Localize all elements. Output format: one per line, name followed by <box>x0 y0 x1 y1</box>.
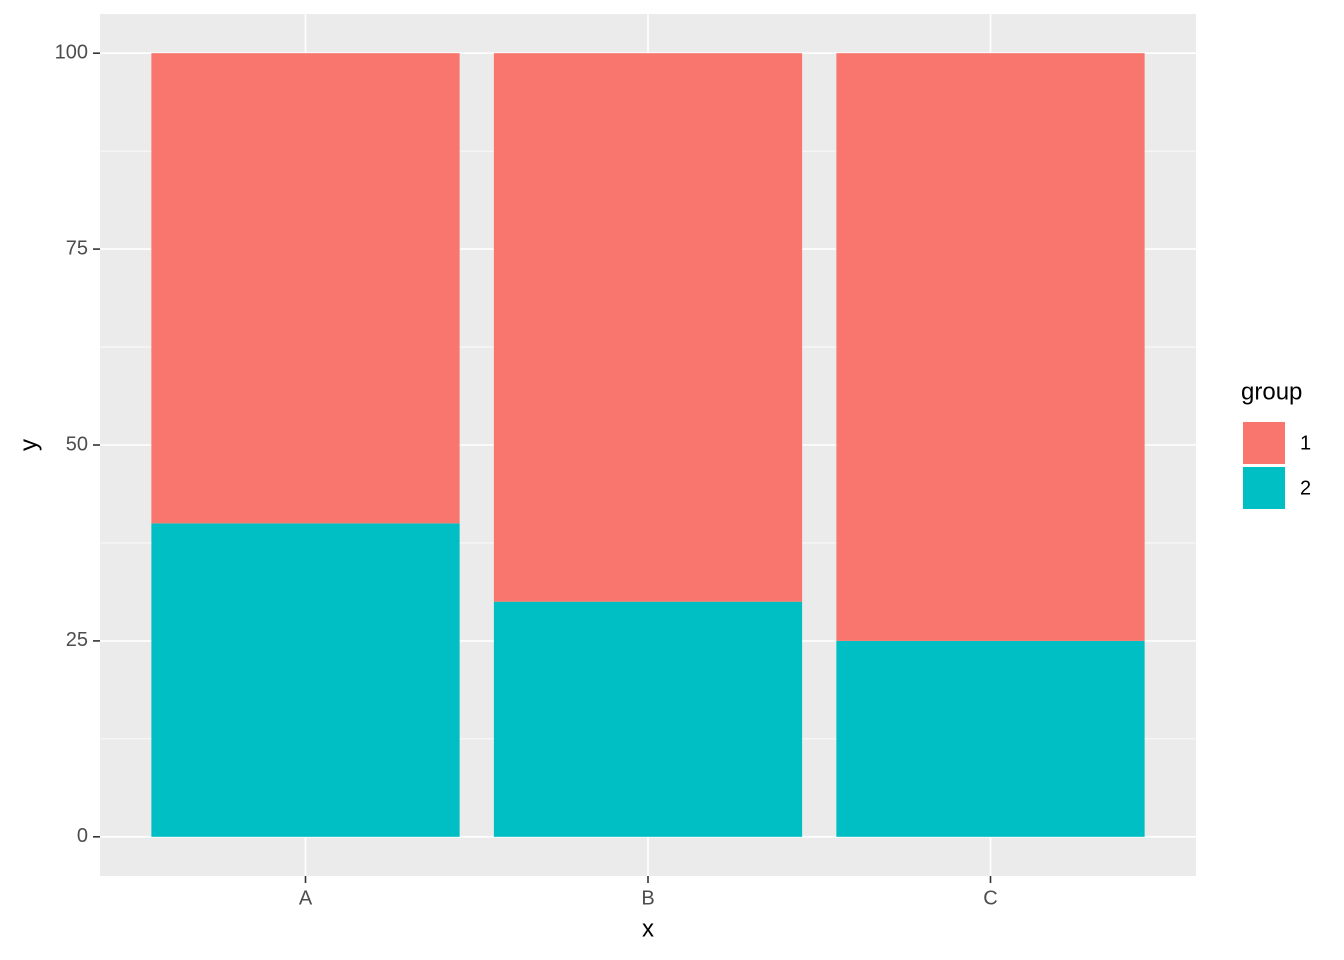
marks <box>151 53 1145 837</box>
x-tick-label: C <box>983 887 997 909</box>
y-tick-label: 50 <box>66 433 88 455</box>
y-tick-label: 75 <box>66 237 88 259</box>
y-tick-label: 25 <box>66 629 88 651</box>
bar-segment <box>836 53 1145 641</box>
y-axis-title: y <box>15 439 42 451</box>
y-tick-label: 100 <box>55 41 88 63</box>
x-tick-label: B <box>641 887 654 909</box>
bar-segment <box>493 601 803 837</box>
x-tick-label: A <box>299 887 313 909</box>
bar-segment <box>151 53 460 524</box>
y-tick-label: 0 <box>77 825 88 847</box>
legend: 12 <box>1243 422 1311 509</box>
x-axis-title: x <box>642 915 654 942</box>
axes: 0 25 50 75 100 A B C <box>55 41 998 909</box>
legend-label: 2 <box>1300 477 1311 499</box>
bar-segment <box>493 53 803 602</box>
bar-segment <box>836 640 1145 837</box>
legend-key <box>1243 422 1285 464</box>
bar-segment <box>151 523 460 837</box>
legend-key <box>1243 467 1285 509</box>
legend-label: 1 <box>1300 432 1311 454</box>
legend-title: group <box>1241 378 1302 405</box>
